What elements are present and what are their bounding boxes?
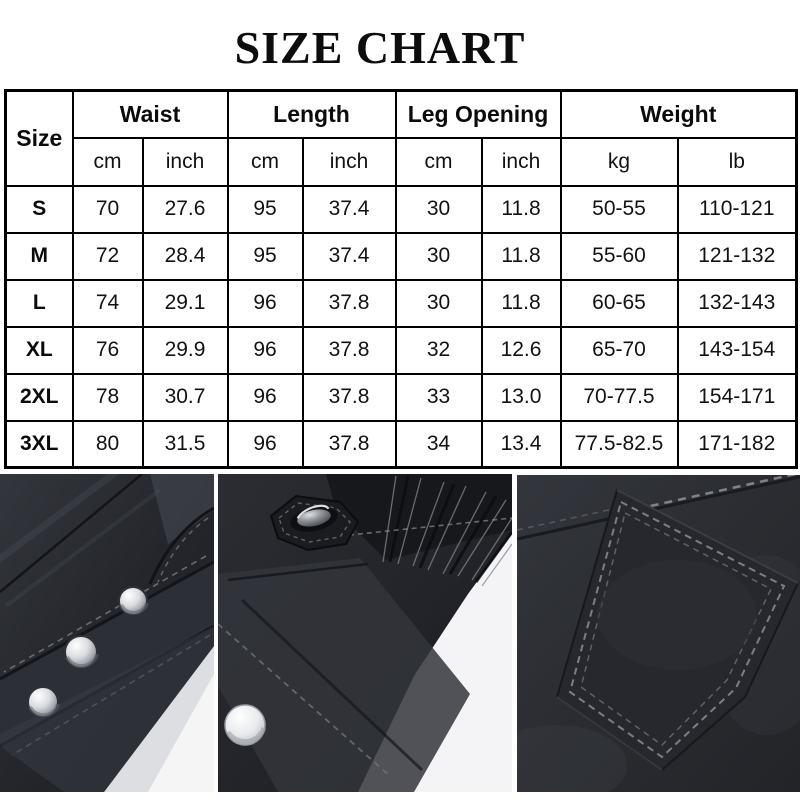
size-label: 3XL <box>4 419 74 469</box>
cell-value: 30 <box>394 278 483 328</box>
product-photo-placket-buttons <box>0 474 214 792</box>
cell-value: 30 <box>394 231 483 281</box>
cell-value: 11.8 <box>480 184 562 234</box>
cell-value: 96 <box>226 419 304 469</box>
cell-value: 33 <box>394 372 483 422</box>
cell-value: 70 <box>71 184 144 234</box>
col-header-leg-opening: Leg Opening <box>394 89 562 139</box>
cell-value: 37.8 <box>301 325 397 375</box>
cell-value: 55-60 <box>559 231 679 281</box>
cell-value: 95 <box>226 231 304 281</box>
cell-value: 13.4 <box>480 419 562 469</box>
cell-value: 30 <box>394 184 483 234</box>
size-label: S <box>4 184 74 234</box>
cell-value: 37.4 <box>301 184 397 234</box>
col-header-waist: Waist <box>71 89 229 139</box>
table-row-s: S 70 27.6 95 37.4 30 11.8 50-55 110-121 <box>4 184 798 234</box>
cell-value: 13.0 <box>480 372 562 422</box>
cell-value: 77.5-82.5 <box>559 419 679 469</box>
cell-value: 34 <box>394 419 483 469</box>
unit-length-inch: inch <box>301 136 397 187</box>
cell-value: 31.5 <box>141 419 229 469</box>
table-row-m: M 72 28.4 95 37.4 30 11.8 55-60 121-132 <box>4 231 798 281</box>
cell-value: 30.7 <box>141 372 229 422</box>
cell-value: 143-154 <box>676 325 798 375</box>
unit-weight-kg: kg <box>559 136 679 187</box>
cell-value: 32 <box>394 325 483 375</box>
header-unit-row: cm inch cm inch cm inch kg lb <box>6 136 798 187</box>
table-row-l: L 74 29.1 96 37.8 30 11.8 60-65 132-143 <box>4 278 798 328</box>
cell-value: 96 <box>226 372 304 422</box>
cell-value: 28.4 <box>141 231 229 281</box>
cell-value: 74 <box>71 278 144 328</box>
cell-value: 96 <box>226 278 304 328</box>
cell-value: 132-143 <box>676 278 798 328</box>
size-label: L <box>4 278 74 328</box>
denim-pocket-illustration <box>517 475 800 792</box>
cell-value: 171-182 <box>676 419 798 469</box>
size-chart-table: Size Waist Length Leg Opening Weight cm … <box>4 89 799 469</box>
header-group-row: Size Waist Length Leg Opening Weight <box>4 89 798 187</box>
table-row-2xl: 2XL 78 30.7 96 37.8 33 13.0 70-77.5 154-… <box>4 372 798 422</box>
page-title: SIZE CHART <box>234 22 526 73</box>
cell-value: 95 <box>226 184 304 234</box>
cell-value: 96 <box>226 325 304 375</box>
size-label: 2XL <box>4 372 74 422</box>
cell-value: 154-171 <box>676 372 798 422</box>
table-row-3xl: 3XL 80 31.5 96 37.8 34 13.4 77.5-82.5 17… <box>4 419 798 469</box>
cell-value: 37.8 <box>301 419 397 469</box>
col-header-weight: Weight <box>559 89 798 139</box>
cell-value: 11.8 <box>480 278 562 328</box>
unit-weight-lb: lb <box>676 136 798 187</box>
col-header-length: Length <box>226 89 397 139</box>
cell-value: 72 <box>71 231 144 281</box>
cell-value: 78 <box>71 372 144 422</box>
cell-value: 11.8 <box>480 231 562 281</box>
cell-value: 29.9 <box>141 325 229 375</box>
unit-leg-cm: cm <box>394 136 483 187</box>
cell-value: 27.6 <box>141 184 229 234</box>
size-label: M <box>4 231 74 281</box>
cell-value: 65-70 <box>559 325 679 375</box>
cell-value: 29.1 <box>141 278 229 328</box>
cell-value: 60-65 <box>559 278 679 328</box>
denim-waistband-illustration <box>218 474 512 792</box>
unit-leg-inch: inch <box>480 136 562 187</box>
denim-placket-illustration <box>0 474 214 792</box>
cell-value: 76 <box>71 325 144 375</box>
product-photo-waistband-tab <box>218 474 512 792</box>
cell-value: 80 <box>71 419 144 469</box>
cell-value: 37.8 <box>301 372 397 422</box>
cell-value: 37.4 <box>301 231 397 281</box>
cell-value: 121-132 <box>676 231 798 281</box>
cell-value: 110-121 <box>676 184 798 234</box>
product-photo-back-pocket <box>517 475 800 792</box>
cell-value: 12.6 <box>480 325 562 375</box>
cell-value: 50-55 <box>559 184 679 234</box>
unit-length-cm: cm <box>226 136 304 187</box>
unit-waist-cm: cm <box>71 136 144 187</box>
table-row-xl: XL 76 29.9 96 37.8 32 12.6 65-70 143-154 <box>4 325 798 375</box>
cell-value: 37.8 <box>301 278 397 328</box>
cell-value: 70-77.5 <box>559 372 679 422</box>
unit-waist-inch: inch <box>141 136 229 187</box>
col-header-size: Size <box>4 89 74 187</box>
size-label: XL <box>4 325 74 375</box>
